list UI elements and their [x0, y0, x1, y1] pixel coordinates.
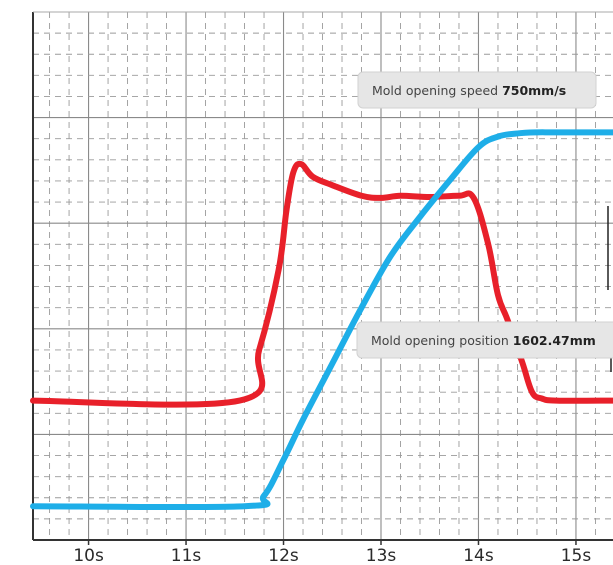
series — [30, 129, 613, 511]
x-tick-label: 12s — [268, 546, 299, 565]
tooltip-text: Mold opening speed 750mm/s — [372, 83, 566, 98]
tooltip-speed: Mold opening speed 750mm/s — [357, 71, 597, 109]
tooltip-value: 750mm/s — [502, 83, 566, 98]
x-tick-label: 14s — [463, 546, 494, 565]
series-line-position — [30, 129, 613, 511]
tooltips: Mold opening speed 750mm/s Mold opening p… — [356, 71, 613, 359]
tooltip-position: Mold opening position 1602.47mm — [356, 321, 613, 359]
tooltip-value: 1602.47mm — [513, 333, 596, 348]
tooltip-box — [356, 321, 613, 359]
axes — [32, 11, 613, 541]
x-tick-label: 15s — [561, 546, 592, 565]
series-line-speed — [30, 160, 613, 408]
tooltip-label: Mold opening position — [371, 333, 513, 348]
x-tick-label: 11s — [171, 546, 202, 565]
x-tick-labels: 10s 11s 12s 13s 14s 15s — [73, 540, 591, 565]
tooltip-box — [357, 71, 597, 109]
x-tick-label: 10s — [73, 546, 104, 565]
x-tick-label: 13s — [366, 546, 397, 565]
tooltip-text: Mold opening position 1602.47mm — [371, 333, 596, 348]
tooltip-label: Mold opening speed — [372, 83, 502, 98]
